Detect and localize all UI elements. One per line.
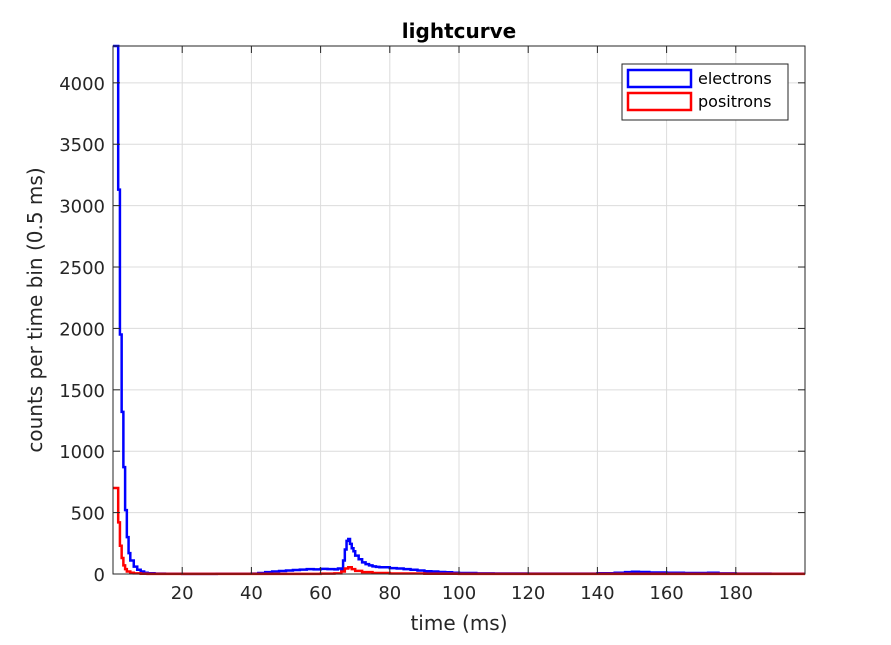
x-tick-label: 20 <box>171 583 194 604</box>
legend-label-positrons: positrons <box>698 92 772 111</box>
y-tick-label: 500 <box>71 504 105 525</box>
legend-swatch-electrons <box>626 68 693 89</box>
x-tick-label: 40 <box>240 583 263 604</box>
y-tick-label: 4000 <box>59 74 105 95</box>
x-tick-label: 100 <box>442 583 476 604</box>
y-tick-label: 2000 <box>59 319 105 340</box>
x-tick-label: 160 <box>649 583 683 604</box>
y-tick-label: 2500 <box>59 258 105 279</box>
y-axis-title: counts per time bin (0.5 ms) <box>23 167 47 452</box>
grid-lines <box>113 46 805 575</box>
x-tick-label: 120 <box>511 583 545 604</box>
y-tick-label: 0 <box>94 565 105 586</box>
y-tick-label: 3500 <box>59 135 105 156</box>
y-tick-label: 3000 <box>59 197 105 218</box>
x-tick-label: 60 <box>309 583 332 604</box>
legend-swatch-positrons <box>626 91 693 112</box>
y-tick-label: 1500 <box>59 381 105 402</box>
x-axis-title: time (ms) <box>410 611 507 635</box>
x-tick-label: 140 <box>580 583 614 604</box>
axis-ticks: 20 40 60 80 100 120 140 160 180 0 500 1000 1500 2000 2… <box>59 46 805 604</box>
x-tick-label: 80 <box>378 583 401 604</box>
chart-title: lightcurve <box>402 19 516 43</box>
legend: electrons positrons <box>621 63 789 121</box>
x-tick-label: 180 <box>719 583 753 604</box>
legend-label-electrons: electrons <box>698 69 772 88</box>
y-tick-label: 1000 <box>59 442 105 463</box>
